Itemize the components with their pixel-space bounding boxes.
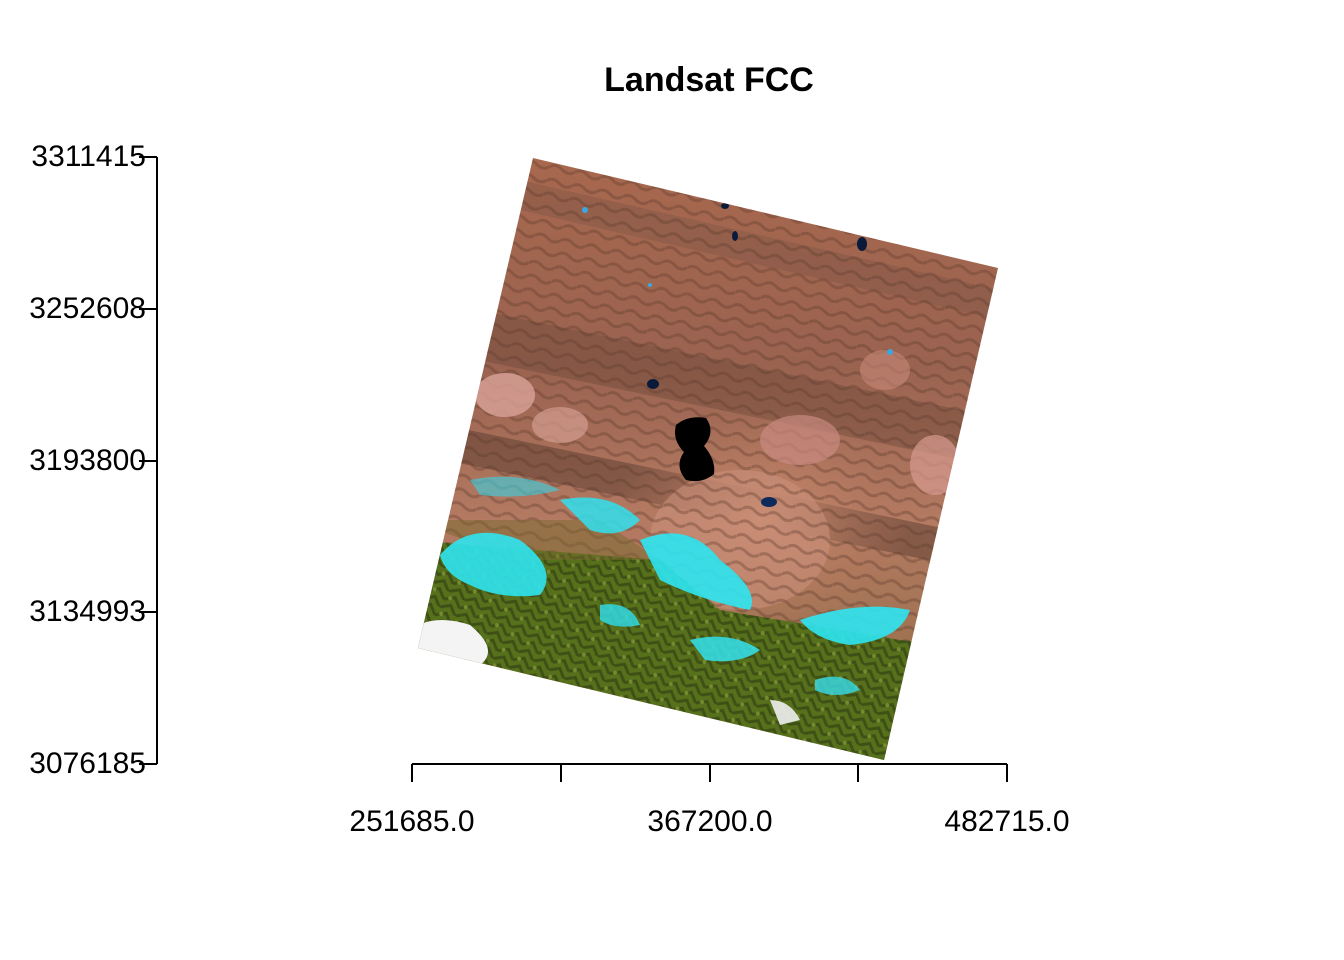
y-tick-label: 3193800 <box>29 444 146 477</box>
y-tick-label: 3076185 <box>29 747 146 780</box>
x-tick-label: 367200.0 <box>647 805 773 838</box>
y-tick-label: 3311415 <box>31 140 146 173</box>
y-axis <box>139 156 158 765</box>
x-tick-label: 482715.0 <box>944 805 1070 838</box>
landsat-raster <box>418 158 998 760</box>
plot-title: Landsat FCC <box>604 61 814 99</box>
y-tick-label: 3252608 <box>29 292 146 325</box>
y-tick-label: 3134993 <box>29 595 146 628</box>
x-axis <box>411 763 1008 782</box>
x-tick-label: 251685.0 <box>349 805 475 838</box>
